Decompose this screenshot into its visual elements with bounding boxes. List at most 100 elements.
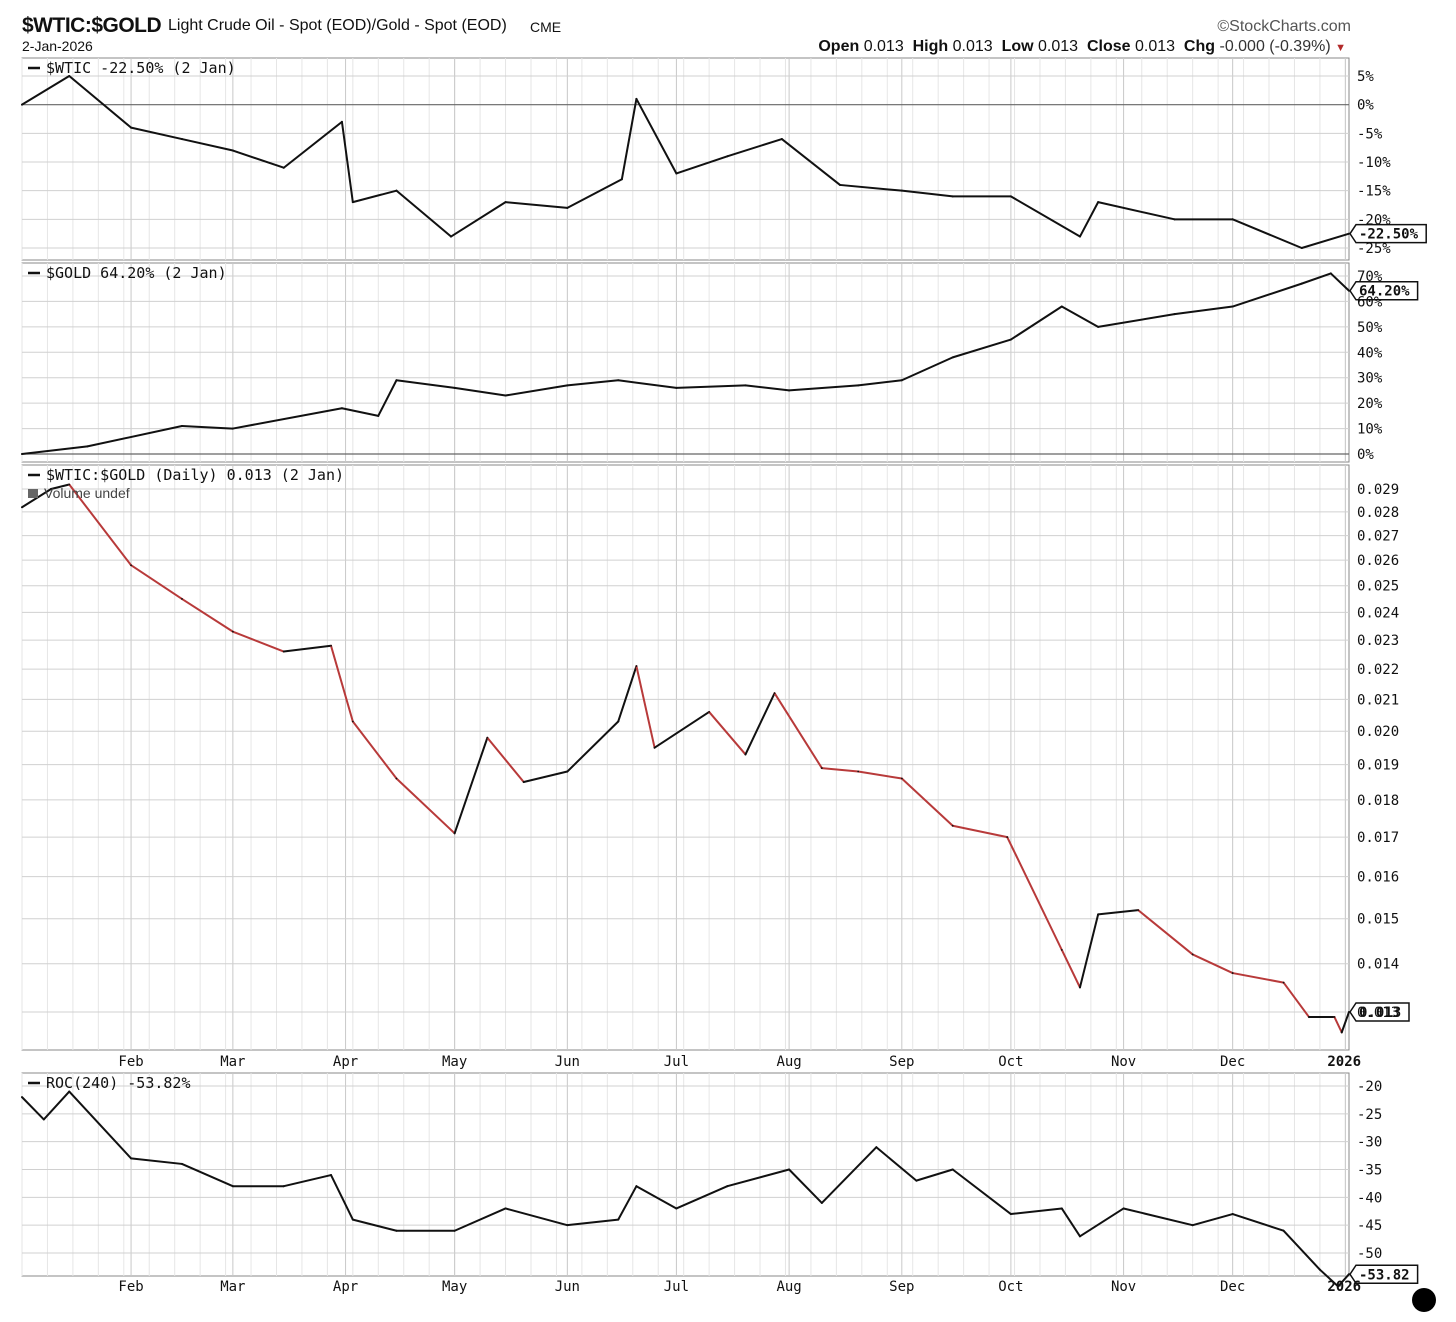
series-segment [1078,201,1100,238]
data-point [617,379,620,382]
data-point [1191,953,1194,956]
series-segment [1282,981,1311,1019]
series-segment [726,1168,791,1188]
y-tick-label: -25% [1357,241,1391,257]
x-tick-label: 2026 [1327,1054,1361,1070]
y-tick-label: -20% [1357,212,1391,228]
series-segment [340,407,380,417]
panel-frame [21,464,1350,1051]
data-point [1009,338,1012,341]
data-point [566,384,569,387]
chg-label: Chg [1183,38,1216,55]
series-segment [900,356,954,382]
series-segment [180,425,234,430]
brand-logo[interactable]: ©StockCharts.com [1217,18,1351,35]
last-value-tag [1349,1002,1410,1022]
series-segment [68,483,133,567]
panel-legend: ROC(240) -53.82% [46,1074,191,1092]
x-tick-label: Feb [118,1054,143,1070]
series-segment [1078,913,1100,989]
y-tick-label: 60% [1357,294,1383,310]
data-point [773,692,776,695]
data-point [1340,1031,1343,1034]
series-segment [915,1168,954,1182]
data-point [1231,305,1234,308]
series-segment [340,120,354,204]
series-segment [130,126,183,141]
data-point [708,711,711,713]
series-segment [68,75,133,129]
open-label: Open [818,38,860,55]
series-segment [450,201,507,238]
x-tick-label: 2026 [1327,1279,1361,1295]
series-segment [1333,1016,1343,1034]
data-point [1319,1268,1321,1271]
x-tick-label: Nov [1111,1279,1136,1295]
panel-wtic [21,57,1427,261]
series-segment [653,710,711,749]
series-segment [900,189,954,198]
data-point [1300,282,1303,285]
data-point [181,138,183,140]
series-segment [900,777,954,827]
data-point [675,386,678,389]
panel-frame [21,1072,1350,1277]
data-point [1097,325,1100,328]
data-point [900,189,903,192]
y-tick-label: 0.017 [1357,830,1399,846]
x-tick-label: Sep [889,1279,914,1295]
y-tick-label: 0.029 [1357,482,1399,498]
series-segment [1097,201,1176,221]
series-segment [42,1090,71,1121]
series-segment [21,445,89,455]
data-point [951,356,954,359]
data-point [1173,218,1176,221]
data-point [726,155,729,158]
y-tick-label: 5% [1357,69,1374,85]
data-point [453,832,456,835]
series-segment [788,384,860,392]
low-value: 0.013 [1038,38,1079,55]
data-point [1009,195,1012,198]
data-point [21,506,23,509]
x-tick-label: Dec [1220,1279,1245,1295]
data-point [395,1229,398,1232]
data-point [1333,1016,1336,1018]
series-segment [21,75,71,106]
y-tick-label: 0.013 [1357,1005,1399,1021]
series-segment [1191,1213,1234,1227]
series-segment [377,379,398,417]
data-point [820,767,823,769]
data-point [330,644,332,647]
data-point [1329,272,1332,275]
data-point [1282,981,1285,984]
data-point [1079,235,1081,238]
series-segment [330,644,354,723]
x-tick-label: Dec [1220,1054,1245,1070]
series-segment [1122,1207,1194,1227]
panel-roc [21,1072,1419,1288]
data-point [42,1118,45,1121]
data-point [21,1096,23,1099]
data-point [1060,305,1063,308]
data-point [1191,1224,1194,1227]
data-point [620,178,623,181]
data-point [282,1185,285,1188]
series-segment [180,138,234,152]
data-point [1097,201,1100,204]
data-point [653,746,656,749]
series-segment [1340,1011,1350,1034]
open-value: 0.013 [863,38,904,55]
y-tick-label: -5% [1357,126,1383,142]
data-point [566,206,569,209]
data-point [68,1090,71,1093]
series-segment [486,736,525,784]
y-tick-label: 0% [1357,98,1374,114]
series-segment [744,692,776,756]
y-tick-label: -45 [1357,1218,1382,1234]
series-segment [875,1146,918,1182]
x-tick-label: Oct [998,1279,1023,1295]
series-segment [780,138,842,186]
series-segment [566,379,620,387]
